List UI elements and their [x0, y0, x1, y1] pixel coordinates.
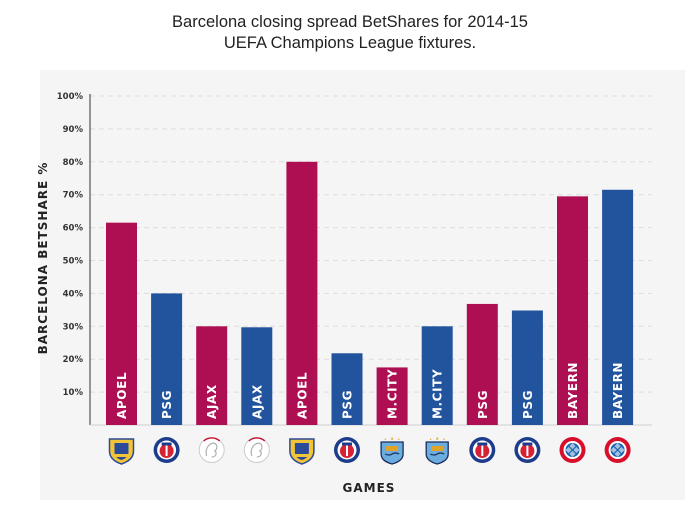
bar-label: M.CITY	[386, 369, 400, 419]
y-tick-label: 20%	[63, 355, 84, 365]
bar-apoel	[286, 161, 318, 426]
bar-label: PSG	[476, 390, 490, 419]
bar-label: AJAX	[205, 384, 219, 419]
apoel-crest-icon	[108, 438, 135, 465]
y-tick-label: 40%	[63, 289, 84, 299]
psg-crest-icon	[469, 437, 496, 463]
bar-label: APOEL	[115, 372, 129, 419]
psg-crest-icon	[153, 437, 180, 463]
bar-label: PSG	[160, 390, 174, 419]
y-tick-label: 60%	[63, 224, 84, 234]
bar-ajax	[196, 326, 228, 425]
bar-psg	[331, 353, 363, 425]
chart-title-line-1: Barcelona closing spread BetShares for 2…	[172, 13, 528, 31]
y-axis-label: BARCELONA BETSHARE %	[36, 162, 50, 355]
bar-psg	[151, 293, 183, 425]
psg-crest-icon	[514, 437, 541, 463]
man-city-crest-icon	[425, 437, 449, 465]
apoel-crest-icon	[289, 438, 315, 465]
chart-title-line-2: UEFA Champions League fixtures.	[223, 34, 477, 52]
bayern-crest-icon	[604, 437, 631, 463]
bar-label: APOEL	[295, 372, 309, 419]
bar-bayern	[557, 196, 588, 425]
y-tick-label: 70%	[63, 191, 84, 201]
bar-psg	[466, 303, 498, 425]
y-tick-label: 50%	[63, 257, 84, 267]
bayern-crest-icon	[559, 437, 586, 463]
bar-apoel	[106, 222, 137, 425]
bar-label: M.CITY	[431, 369, 445, 419]
bar-bayern	[602, 189, 634, 425]
chart-title: Barcelona closing spread BetShares for 2…	[0, 12, 700, 54]
bar-label: PSG	[341, 390, 355, 419]
bar-label: PSG	[521, 390, 535, 419]
bar-label: BAYERN	[566, 362, 580, 419]
y-tick-label: 80%	[63, 158, 84, 168]
y-tick-label: 10%	[63, 388, 84, 398]
y-tick-label: 30%	[63, 322, 84, 332]
y-tick-label: 100%	[57, 92, 84, 102]
ajax-crest-icon	[243, 437, 270, 463]
ajax-crest-icon	[198, 437, 225, 463]
bar-psg	[511, 310, 543, 425]
bar-mcity	[421, 326, 453, 425]
y-tick-label: 90%	[63, 125, 84, 135]
bar-label: AJAX	[250, 384, 264, 419]
crests	[108, 437, 631, 465]
x-axis-label: GAMES	[343, 481, 396, 495]
bar-ajax	[241, 327, 273, 425]
bar-mcity	[376, 367, 408, 425]
bar-label: BAYERN	[611, 362, 625, 419]
bars: APOEL PSG AJAX AJAX APOEL PSG M.CITY M.CITY PSG P…	[106, 161, 634, 426]
man-city-crest-icon	[380, 437, 404, 465]
psg-crest-icon	[334, 437, 360, 463]
